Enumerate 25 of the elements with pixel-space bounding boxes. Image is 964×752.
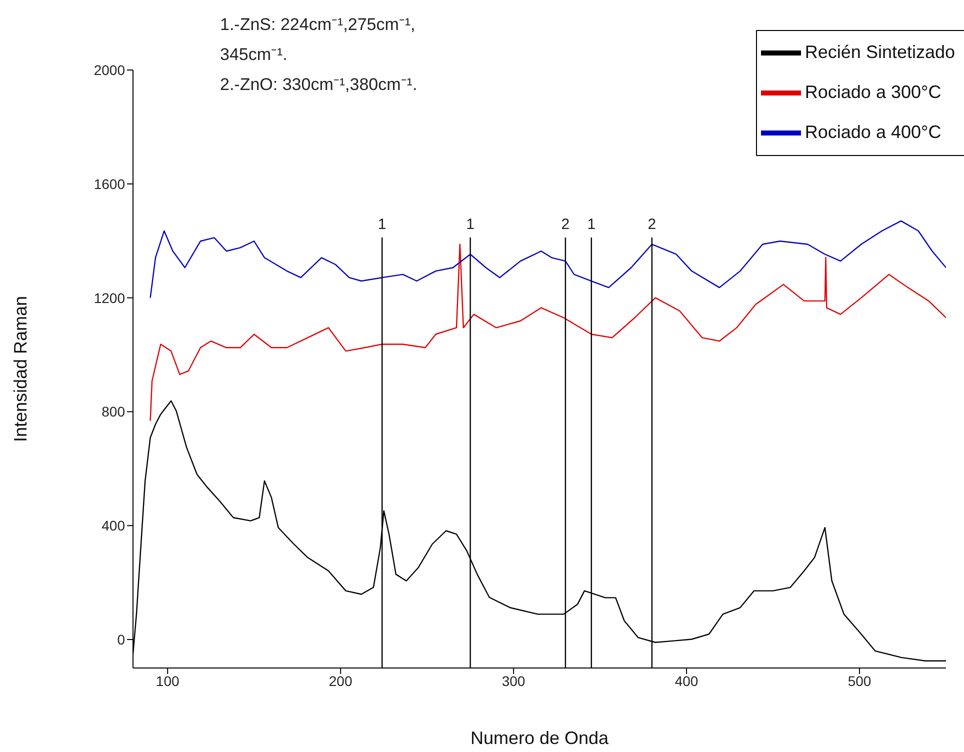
y-tick-label: 1600	[94, 176, 126, 192]
annotation: 2.-ZnO: 330cm⁻¹,380cm⁻¹.	[220, 74, 418, 96]
y-tick-label: 2000	[94, 62, 126, 78]
x-tick-label: 300	[502, 672, 526, 689]
legend-label: Rociado a 300°C	[804, 82, 942, 102]
line-series	[150, 244, 946, 422]
y-tick-label: 400	[102, 518, 126, 534]
y-tick-label: 800	[102, 404, 126, 420]
text: 1.-ZnS: 224cm⁻¹,275cm⁻¹, 345cm⁻¹.	[220, 14, 416, 66]
annotation: 1	[466, 216, 474, 233]
annotation: 2	[648, 216, 656, 233]
x-tick-label: 400	[674, 672, 698, 689]
x-tick-label: 500	[848, 672, 872, 689]
x-axis-title: Numero de Onda	[470, 728, 610, 748]
annotation: 1	[587, 216, 596, 233]
line-series	[150, 220, 946, 298]
legend-label: Recién Sintetizado	[804, 42, 955, 62]
legend-label: Rociado a 400°C	[804, 122, 942, 142]
annotation: 2	[561, 216, 570, 233]
x-tick-label: 200	[328, 672, 352, 689]
y-tick-label: 0	[117, 631, 126, 648]
x-tick-label: 100	[156, 672, 180, 689]
y-tick-label: 1200	[94, 290, 126, 306]
y-axis-title: Intensidad Raman	[10, 296, 30, 442]
annotation: 1	[378, 216, 386, 233]
